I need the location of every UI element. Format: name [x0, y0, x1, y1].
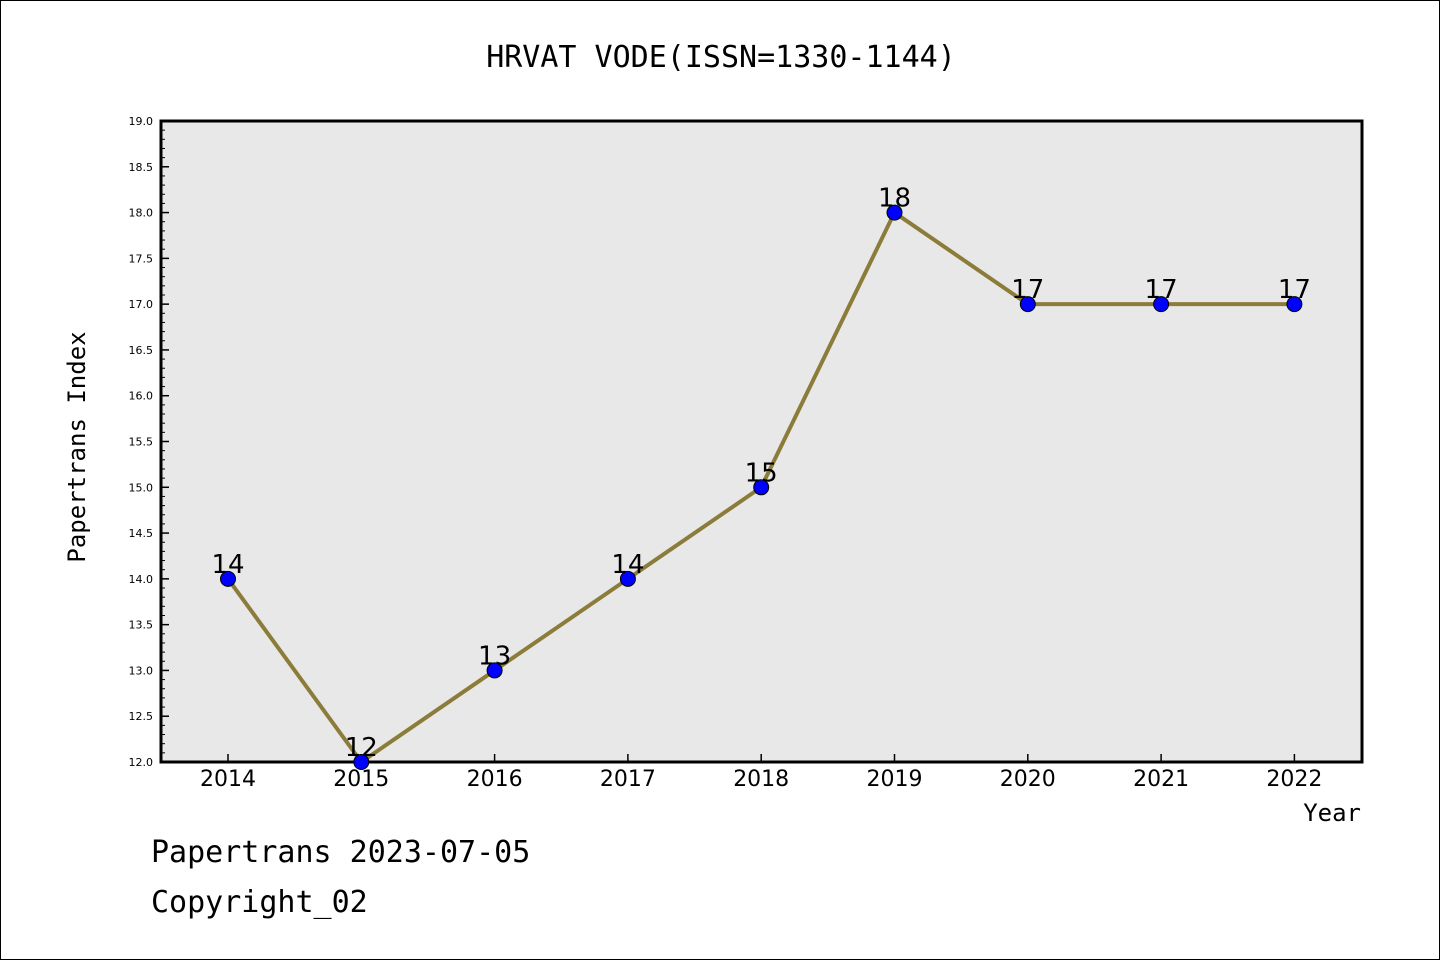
data-label: 14 [611, 550, 644, 580]
y-tick-label: 17.0 [129, 298, 154, 311]
data-point [486, 662, 503, 679]
data-point [1286, 296, 1303, 313]
y-axis-label: Papertrans Index [63, 331, 91, 562]
footer-copyright: Copyright_02 [151, 885, 368, 920]
footer-date: Papertrans 2023-07-05 [151, 835, 531, 870]
data-points [220, 204, 1303, 770]
y-axis: 12.0 12.5 13.0 13.5 14.0 14.5 15.0 15.5 16.0 16.5… [129, 115, 169, 769]
y-tick-label: 17.5 [129, 252, 154, 265]
data-label: 17 [1011, 275, 1044, 305]
y-tick-label: 18.5 [129, 161, 154, 174]
y-tick-label: 13.5 [129, 619, 154, 632]
y-tick-label: 15.0 [129, 481, 154, 494]
data-labels: 14 12 13 14 15 18 17 17 17 [211, 184, 1310, 763]
y-tick-label: 12.0 [129, 756, 154, 769]
data-point [619, 570, 636, 587]
x-tick-label: 2018 [733, 767, 789, 792]
data-point [1019, 296, 1036, 313]
y-tick-label: 15.5 [129, 436, 154, 449]
x-tick-label: 2015 [333, 767, 389, 792]
data-label: 15 [745, 458, 778, 488]
data-label: 18 [878, 184, 911, 214]
data-label: 12 [345, 733, 378, 763]
x-tick-label: 2021 [1133, 767, 1189, 792]
data-point [886, 204, 903, 221]
data-point [220, 570, 236, 587]
y-tick-label: 13.0 [129, 664, 154, 677]
data-point [753, 479, 770, 496]
x-tick-label: 2022 [1266, 767, 1322, 792]
data-label: 17 [1278, 275, 1311, 305]
data-label: 13 [478, 641, 511, 671]
y-tick-label: 19.0 [129, 115, 154, 128]
x-tick-label: 2014 [200, 767, 256, 792]
data-label: 17 [1145, 275, 1178, 305]
plot-area [159, 119, 1364, 764]
chart-title: HRVAT VODE(ISSN=1330-1144) [486, 40, 956, 75]
x-axis-label: Year [1303, 799, 1361, 827]
data-point [1153, 296, 1170, 313]
x-tick-label: 2019 [867, 767, 923, 792]
data-point [353, 754, 370, 770]
x-tick-label: 2017 [600, 767, 656, 792]
x-tick-label: 2016 [467, 767, 523, 792]
x-tick-label: 2020 [1000, 767, 1056, 792]
y-tick-label: 16.5 [129, 344, 154, 357]
y-tick-label: 14.5 [129, 527, 154, 540]
y-tick-label: 16.0 [129, 390, 154, 403]
x-axis: 2014 2015 2016 2017 2018 2019 2020 2021 2022 [200, 754, 1322, 792]
data-label: 14 [211, 550, 244, 580]
y-tick-label: 18.0 [129, 207, 154, 220]
y-tick-label: 14.0 [129, 573, 154, 586]
y-tick-label: 12.5 [129, 710, 154, 723]
